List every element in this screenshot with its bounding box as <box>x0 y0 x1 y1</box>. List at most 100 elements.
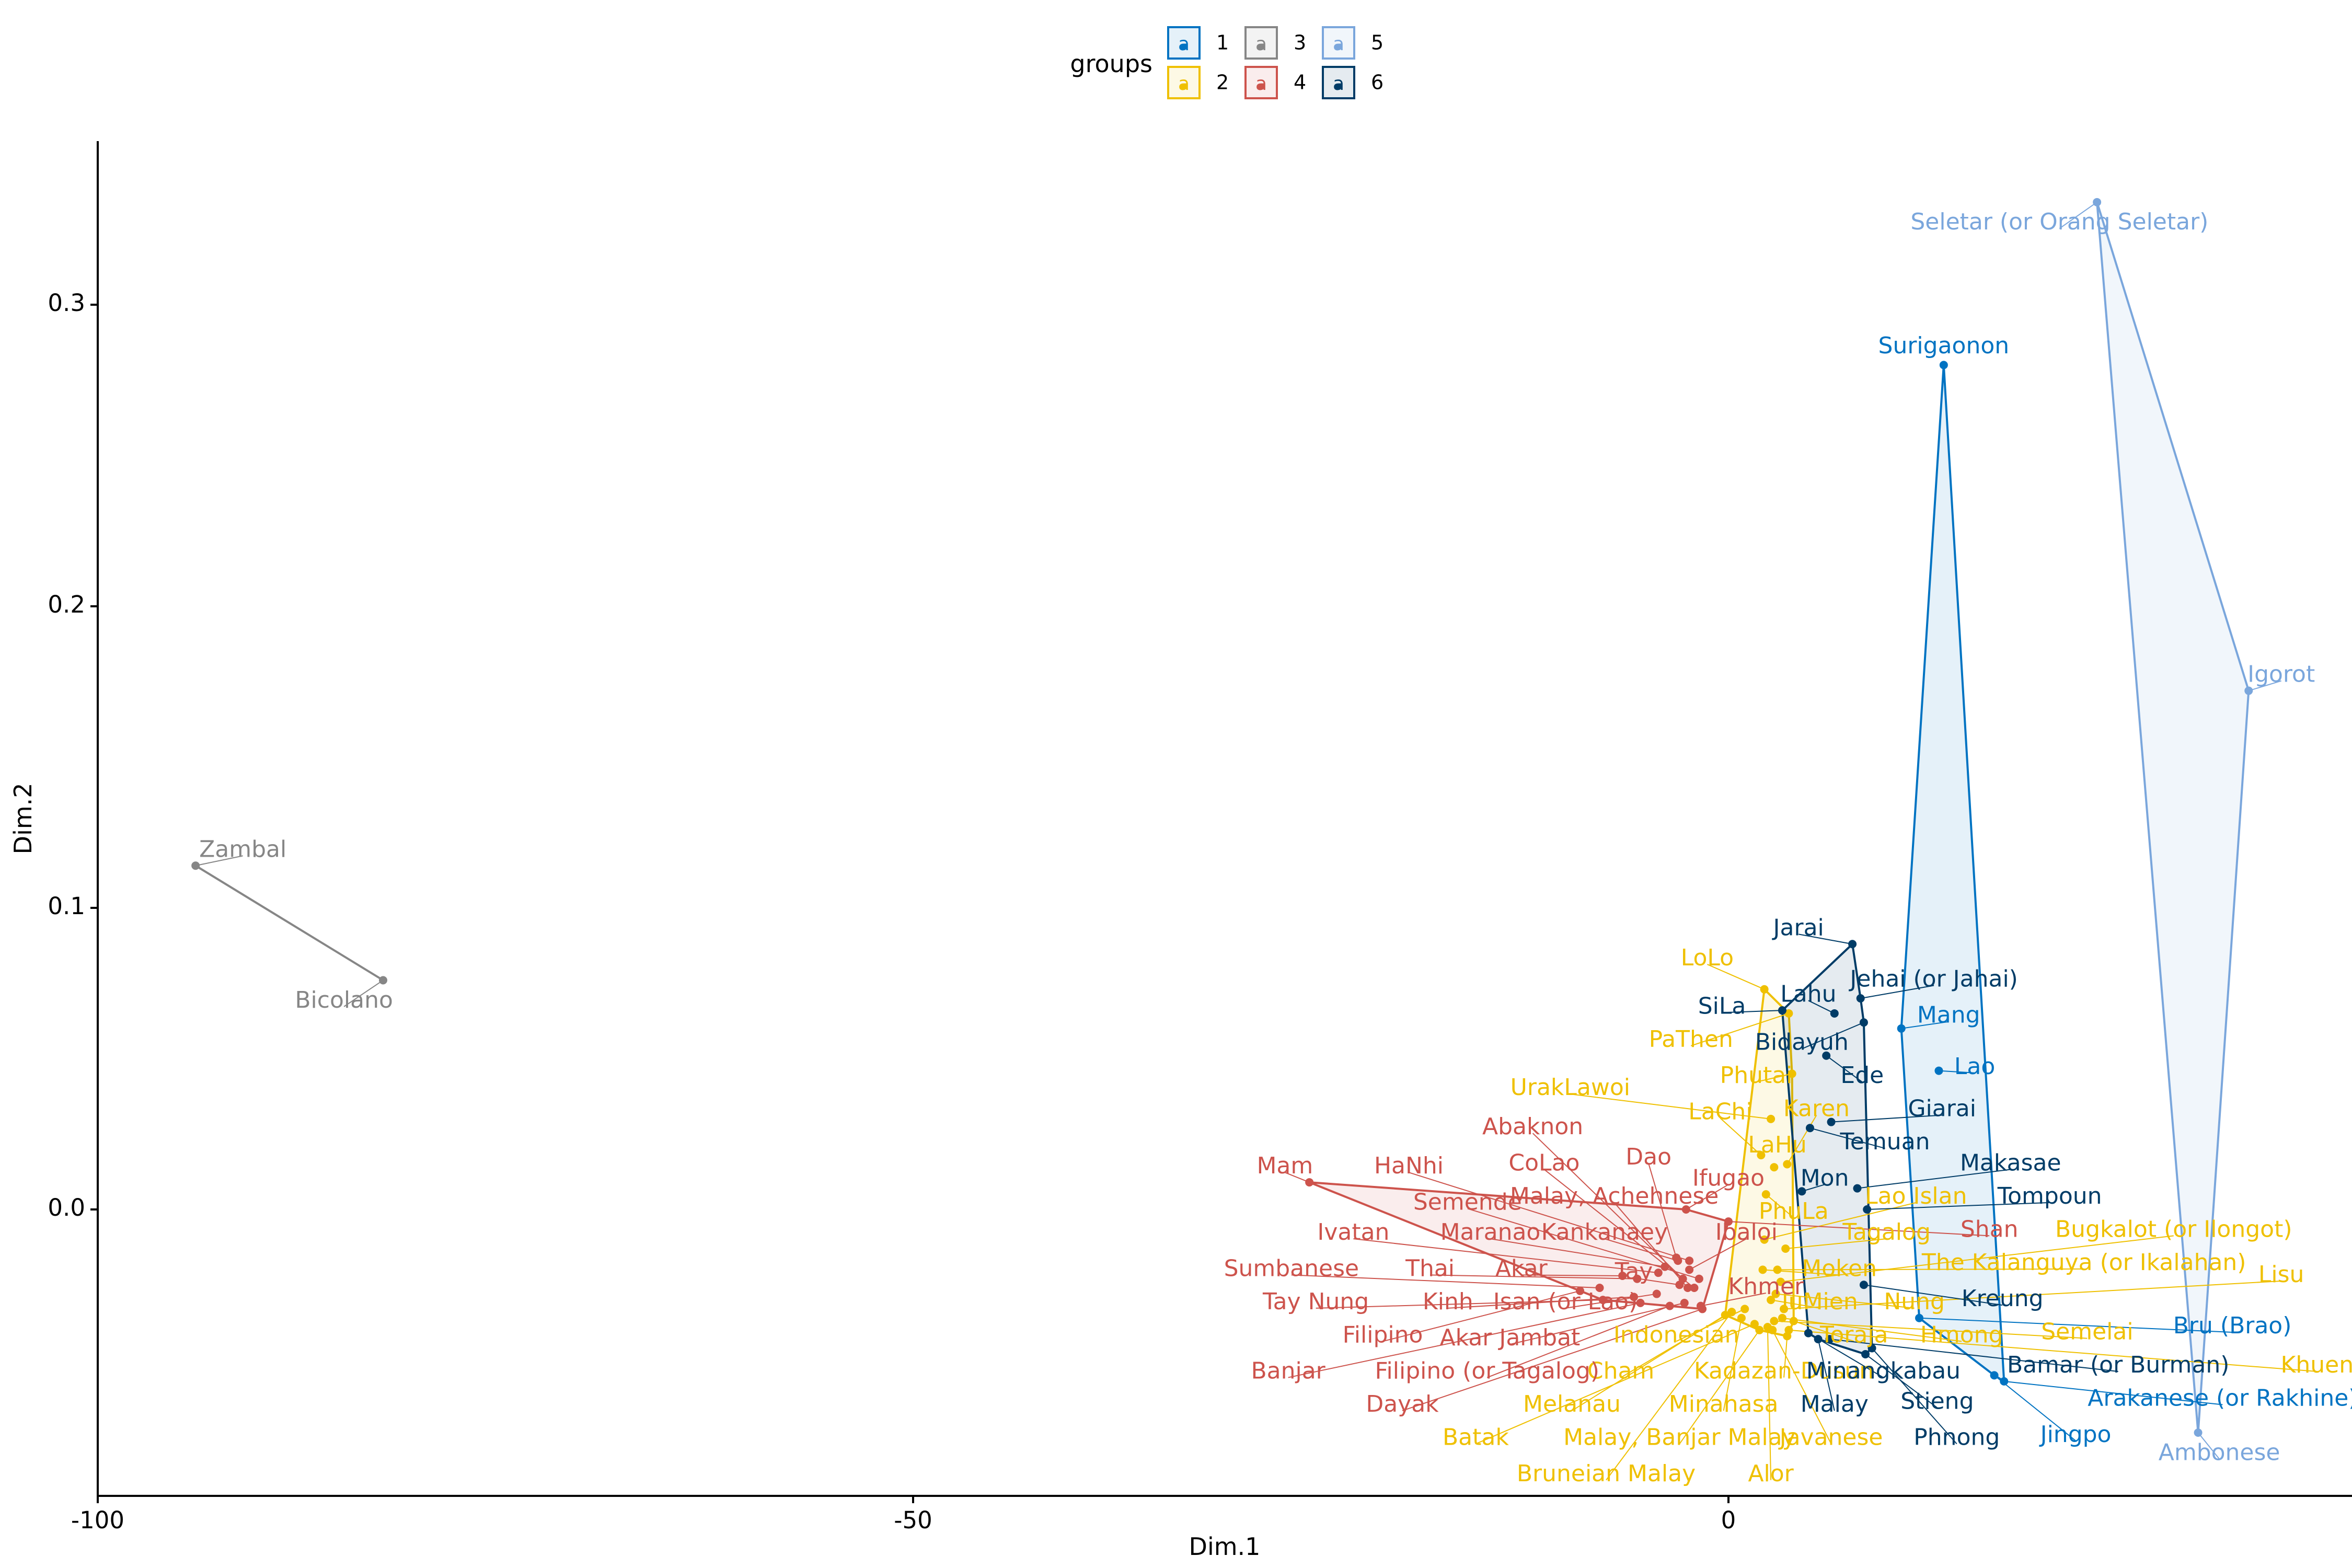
legend-key-point <box>1335 44 1342 50</box>
leader-line <box>1775 1293 1915 1309</box>
data-point <box>1598 1296 1607 1305</box>
point-labels: Surigaonon Mang Lao Bru (Brao) Arakanese (or… <box>199 209 2352 1487</box>
data-point <box>1859 1281 1868 1289</box>
point-label: Ibaloi <box>1715 1219 1778 1246</box>
leader-line <box>1509 1302 1685 1345</box>
point-label: Javanese <box>1778 1424 1883 1451</box>
point-label: Makasae <box>1960 1149 2061 1176</box>
leader-line <box>1766 1194 1794 1218</box>
point-label: Phutai <box>1720 1062 1793 1089</box>
leader-line <box>1486 1305 1670 1378</box>
point-label: Bruneian Malay <box>1517 1460 1696 1487</box>
y-ticks: 0.0 0.1 0.2 0.3 <box>48 289 98 1221</box>
data-point <box>1934 1066 1943 1075</box>
data-point <box>2194 1428 2203 1437</box>
leader-line <box>1409 1172 1690 1262</box>
leader-line <box>1291 1274 1600 1289</box>
legend-label-5: 5 <box>1371 31 1383 54</box>
data-points <box>191 198 2253 1437</box>
point-label: Kinh <box>1423 1288 1473 1315</box>
data-point <box>1758 1265 1767 1274</box>
label-leader-lines <box>195 202 2318 1481</box>
leader-line <box>1284 1172 1310 1183</box>
leader-line <box>1690 1013 1789 1046</box>
point-label: Bamar (or Burman) <box>2007 1352 2229 1378</box>
leader-line <box>1919 1317 2233 1333</box>
legend: groups a 1 a 2 a 3 a 4 a 5 a 6 <box>1070 26 1383 99</box>
data-point <box>1825 1335 1834 1344</box>
data-point <box>1776 1277 1785 1286</box>
leader-line <box>1817 1339 1835 1411</box>
leader-line <box>1809 1127 1885 1149</box>
point-label: Phnong <box>1913 1424 2000 1451</box>
data-point <box>1814 1335 1823 1344</box>
point-label: Jingpo <box>2039 1421 2112 1448</box>
leader-line <box>1382 1290 1581 1342</box>
data-point <box>1767 1296 1775 1305</box>
point-label: Malay, Achehnese <box>1510 1183 1719 1209</box>
data-point <box>1721 1310 1730 1319</box>
data-point <box>2093 198 2102 206</box>
data-point <box>1770 1317 1779 1325</box>
data-point <box>1770 1163 1779 1172</box>
leader-line <box>1867 1202 2050 1210</box>
legend-key-glyph: a <box>1178 73 1190 95</box>
point-label: Tagalog <box>1842 1219 1931 1246</box>
data-point <box>1675 1281 1684 1289</box>
data-point <box>1690 1284 1699 1293</box>
leader-line <box>1402 1308 1703 1411</box>
point-label: Nung <box>1884 1288 1945 1315</box>
data-point <box>1760 1235 1769 1244</box>
y-tick-label: 0.2 <box>48 591 85 618</box>
data-point <box>1665 1301 1674 1310</box>
point-label: PhuLa <box>1759 1198 1829 1225</box>
point-label: Dayak <box>1366 1391 1439 1417</box>
data-point <box>1783 1332 1792 1341</box>
point-label: CoLao <box>1508 1149 1579 1176</box>
leader-line <box>1782 1317 1962 1342</box>
point-label: Bicolano <box>295 987 393 1013</box>
point-label: Tay <box>1615 1258 1653 1285</box>
data-point <box>1761 1190 1770 1199</box>
x-ticks: -100 -50 0 <box>71 1496 1736 1534</box>
point-label: Moken <box>1802 1255 1877 1282</box>
point-label: Mang <box>1917 1002 1980 1029</box>
point-label: Semende <box>1413 1189 1522 1215</box>
data-point <box>1685 1256 1694 1265</box>
point-label: Minahasa <box>1669 1391 1779 1417</box>
legend-key-1 <box>1167 26 1201 60</box>
data-point <box>1633 1274 1642 1283</box>
data-point <box>1727 1308 1736 1317</box>
point-label: Bugkalot (or Ilongot) <box>2055 1216 2292 1242</box>
leader-line <box>1728 1221 1990 1237</box>
data-point <box>1630 1293 1639 1301</box>
data-point <box>1595 1284 1604 1293</box>
point-label: Lao <box>1954 1053 1995 1080</box>
leader-line <box>1723 1318 1742 1411</box>
point-label: Arakanese (or Rakhine) <box>2088 1385 2352 1412</box>
point-label: Isan (or Lao) <box>1493 1288 1638 1315</box>
leader-line <box>1863 1284 2003 1306</box>
leader-line <box>1490 1238 1665 1267</box>
legend-key-point <box>1258 84 1264 90</box>
cluster-hull-5 <box>2096 202 2250 1433</box>
data-point <box>1576 1286 1585 1295</box>
point-label: Filipino <box>1343 1321 1423 1348</box>
legend-key-glyph: a <box>1178 33 1190 55</box>
data-point <box>1681 1205 1690 1214</box>
leader-line <box>1777 1268 2084 1271</box>
leader-line <box>1993 1375 2077 1442</box>
point-label: Igorot <box>2247 661 2315 688</box>
data-point <box>1990 1371 1999 1380</box>
leader-line <box>1783 1336 1788 1378</box>
leader-line <box>1798 933 1853 945</box>
data-point <box>1897 1024 1906 1033</box>
point-label: Toraja <box>1819 1321 1888 1348</box>
legend-label-6: 6 <box>1371 71 1383 94</box>
data-point <box>1618 1271 1627 1280</box>
leader-line <box>1857 1169 2011 1189</box>
data-point <box>1680 1298 1689 1307</box>
data-point <box>1652 1289 1661 1298</box>
legend-key-3 <box>1244 26 1278 60</box>
